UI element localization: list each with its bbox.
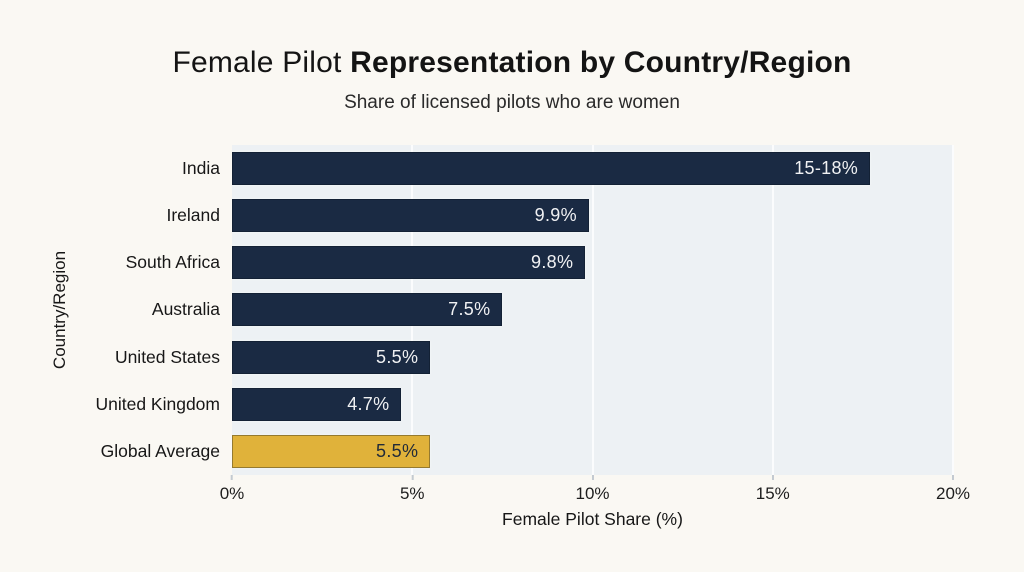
category-label: India xyxy=(182,158,220,179)
x-axis-ticks: 0% 5% 10% 15% 20% xyxy=(220,475,970,505)
y-axis-title: Country/Region xyxy=(50,250,69,370)
x-tick-label: 5% xyxy=(399,484,425,503)
bar: 9.9% xyxy=(232,199,589,233)
value-label: 4.7% xyxy=(347,393,390,414)
value-label: 7.5% xyxy=(448,299,491,320)
x-tick-label: 10% xyxy=(575,484,610,503)
x-tick: 10% xyxy=(575,475,610,504)
bar: 15-18% xyxy=(232,152,871,186)
value-label: 5.5% xyxy=(376,440,419,461)
chart-title-bold-part: Representation by Country/Region xyxy=(350,46,852,79)
gridline-10% xyxy=(591,145,594,475)
x-tick-mark xyxy=(411,475,414,480)
category-label: South Africa xyxy=(125,252,220,273)
bar-row: United Kingdom 4.7% xyxy=(95,381,953,428)
x-axis-title: Female Pilot Share (%) xyxy=(502,509,683,529)
bar-row: India 15-18% xyxy=(182,145,953,192)
x-tick-mark xyxy=(771,475,774,480)
bar-row: Australia 7.5% xyxy=(152,286,953,333)
category-label: Global Average xyxy=(100,440,220,461)
gridline-20% xyxy=(952,145,954,475)
x-tick-mark xyxy=(591,475,594,480)
plot-area: India 15-18% Ireland 9.9% South Africa 9.8% Au… xyxy=(95,145,954,475)
x-tick: 5% xyxy=(400,475,425,504)
chart-title: Female Pilot Representation by Country/R… xyxy=(0,46,1024,80)
value-label: 5.5% xyxy=(376,346,419,367)
category-label: United States xyxy=(114,346,220,367)
chart-title-regular-part: Female Pilot xyxy=(172,46,351,79)
bar-row: United States 5.5% xyxy=(115,334,953,381)
x-tick-label: 0% xyxy=(219,484,245,503)
bar-highlight: 5.5% xyxy=(232,434,431,468)
x-tick-mark xyxy=(952,475,954,480)
category-label: Ireland xyxy=(166,205,220,226)
x-tick-label: 20% xyxy=(935,484,971,503)
bar: 9.8% xyxy=(232,246,586,280)
bar-rows-container: India 15-18% Ireland 9.9% South Africa 9.8% Au… xyxy=(95,145,953,475)
value-label: 9.9% xyxy=(534,205,577,226)
bar-row: Global Average 5.5% xyxy=(101,428,953,475)
category-label: Australia xyxy=(151,299,220,320)
bar: 4.7% xyxy=(232,387,402,421)
bar: 5.5% xyxy=(232,340,431,374)
bar-row: South Africa 9.8% xyxy=(126,239,953,286)
bar: 7.5% xyxy=(232,293,503,327)
category-label: United Kingdom xyxy=(95,393,220,414)
bar-row: Ireland 9.9% xyxy=(166,192,953,239)
x-tick: 20% xyxy=(936,475,970,504)
x-tick-label: 15% xyxy=(755,484,790,503)
gridline-15% xyxy=(771,145,774,475)
x-tick: 0% xyxy=(219,475,245,504)
x-tick: 15% xyxy=(756,475,790,504)
chart-subtitle: Share of licensed pilots who are women xyxy=(344,92,680,113)
x-tick-mark xyxy=(230,475,233,480)
value-label: 15-18% xyxy=(794,158,859,179)
value-label: 9.8% xyxy=(531,252,574,273)
